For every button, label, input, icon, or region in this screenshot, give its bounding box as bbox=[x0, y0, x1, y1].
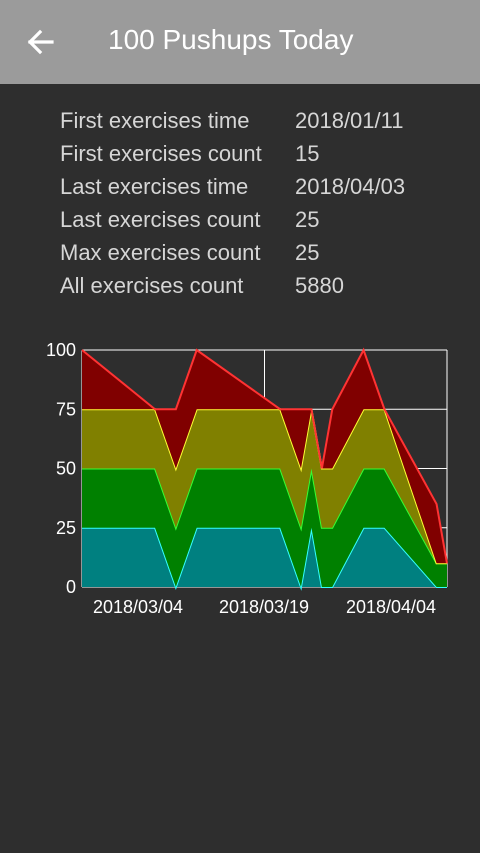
area-series-1 bbox=[82, 527, 447, 587]
y-tick-label: 75 bbox=[56, 399, 76, 419]
y-tick-label: 25 bbox=[56, 518, 76, 538]
stat-value: 25 bbox=[295, 207, 320, 232]
line-series-4 bbox=[81, 347, 448, 564]
area-series-4 bbox=[82, 350, 447, 564]
x-tick-label: 2018/03/19 bbox=[219, 597, 309, 617]
exercise-chart: 0 25 50 75 100 2018/03/04 2018/03/19 2018/04/04 bbox=[46, 340, 448, 617]
stat-value: 5880 bbox=[295, 273, 344, 298]
stat-value: 15 bbox=[295, 141, 320, 166]
y-tick-label: 50 bbox=[56, 459, 76, 479]
x-tick-label: 2018/04/04 bbox=[346, 597, 436, 617]
x-tick-label: 2018/03/04 bbox=[93, 597, 183, 617]
stat-label: First exercises count bbox=[60, 141, 262, 166]
arrow-back-icon bbox=[27, 29, 54, 55]
y-tick-label: 0 bbox=[66, 577, 76, 597]
area-series-2 bbox=[82, 468, 447, 587]
app-bar: 100 Pushups Today bbox=[0, 0, 480, 84]
stat-label: All exercises count bbox=[60, 273, 244, 298]
stat-value: 25 bbox=[295, 240, 320, 265]
stat-label: Max exercises count bbox=[60, 240, 261, 265]
page-title: 100 Pushups Today bbox=[108, 24, 354, 55]
area-series-3 bbox=[82, 409, 447, 564]
back-button[interactable] bbox=[18, 22, 64, 62]
stat-label: First exercises time bbox=[60, 108, 250, 133]
y-tick-label: 100 bbox=[46, 340, 76, 360]
stat-label: Last exercises time bbox=[60, 174, 249, 199]
stat-value: 2018/04/03 bbox=[295, 174, 406, 199]
stat-label: Last exercises count bbox=[60, 207, 261, 232]
stat-value: 2018/01/11 bbox=[295, 108, 404, 133]
